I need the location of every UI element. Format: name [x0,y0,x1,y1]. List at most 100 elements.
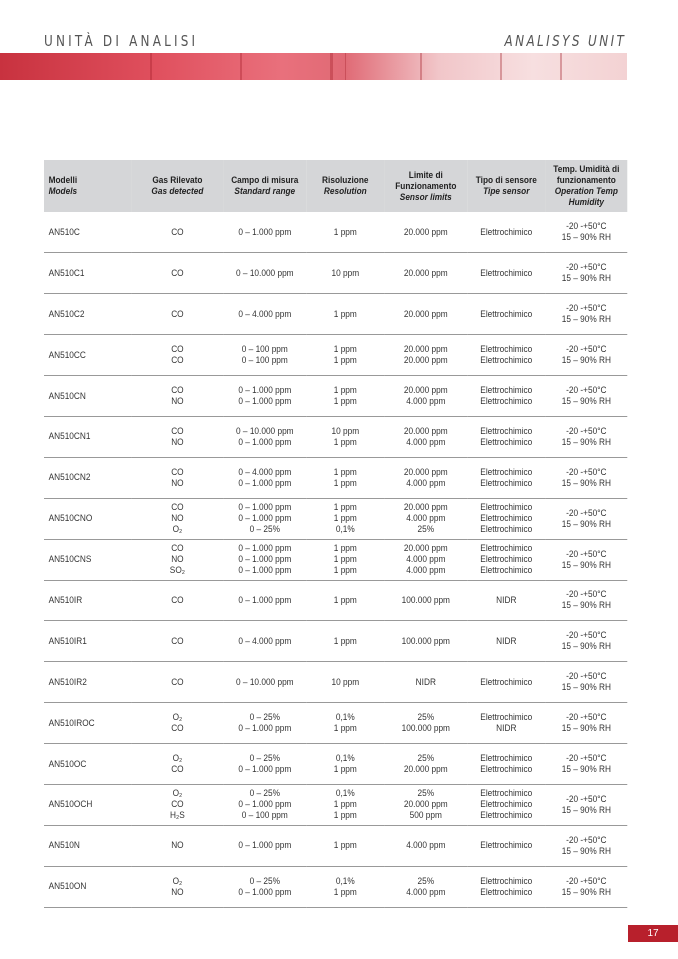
table-row: AN510CN2 CO NO 0 – 4.000 ppm 0 – 1.000 ppm 1 … [44,457,628,499]
model-cell: AN510IR2 [44,661,132,704]
limit-cell: NIDR [384,661,468,704]
limit-value: 4.000 ppm [406,565,446,576]
range-value: 0 – 10.000 ppm [236,425,294,436]
res-value: 1 ppm [333,554,357,565]
table-row: AN510IR2 CO 0 – 10.000 ppm 10 ppm NIDR Elettr… [44,661,628,704]
res-cell: 0,1% 1 ppm 1 ppm [306,784,385,826]
range-cell: 0 – 10.000 ppm 0 – 1.000 ppm [223,416,307,458]
res-value: 1 ppm [333,723,357,734]
res-cell: 1 ppm 1 ppm 0,1% [306,498,385,540]
gas-cell: CO [131,580,224,622]
gas-cell: CO NO SO₂ [131,539,224,581]
range-cell: 0 – 1.000 ppm [223,825,307,867]
gas-cell: CO NO O₂ [131,498,224,540]
model-cell: AN510CC [44,334,132,377]
temp-value: 15 – 90% RH [561,600,611,611]
limit-value: 20.000 ppm [403,226,448,237]
table-row: AN510IROC O₂ CO 0 – 25% 0 – 1.000 ppm 0,1% 1 p… [44,702,628,745]
range-value: 0 – 1.000 ppm [238,226,292,237]
temp-value: -20 -+50°C [566,875,607,886]
limit-cell: 25% 20.000 ppm [384,743,468,785]
temp-value: 15 – 90% RH [561,764,611,775]
res-cell: 1 ppm [306,212,385,254]
range-cell: 0 – 4.000 ppm [223,620,307,663]
res-value: 1 ppm [333,344,357,355]
gas-cell: CO [131,620,224,663]
limit-value: 25% [417,524,435,535]
sensor-value: Elettrochimico [480,810,533,821]
sensor-value: Elettrochimico [480,565,533,576]
gas-value: CO [171,425,184,436]
temp-cell: -20 -+50°C 15 – 90% RH [545,293,628,336]
temp-value: -20 -+50°C [566,221,607,232]
temp-value: 15 – 90% RH [561,477,611,488]
column-header: Risoluzione Resolution [306,160,385,212]
gas-value: NO [171,840,184,851]
range-cell: 0 – 1.000 ppm [223,212,307,254]
range-value: 0 – 1.000 ppm [238,799,292,810]
limit-value: 20.000 ppm [403,308,448,319]
limit-cell: 20.000 ppm [384,293,468,336]
res-value: 10 ppm [331,676,360,687]
temp-value: -20 -+50°C [566,548,607,559]
sensor-cell: Elettrochimico Elettrochimico [467,866,546,908]
temp-value: -20 -+50°C [566,712,607,723]
gas-value: O₂ [172,524,183,535]
range-value: 0 – 25% [249,712,280,723]
gas-value: CO [171,466,184,477]
temp-value: 15 – 90% RH [561,273,611,284]
limit-value: 500 ppm [409,810,442,821]
gas-value: CO [171,226,184,237]
sensor-value: Elettrochimico [480,436,533,447]
column-header-it: Limite di Funzionamento [395,169,457,191]
res-cell: 1 ppm 1 ppm [306,457,385,499]
column-header-it: Temp. Umidità di funzionamento [553,164,620,185]
temp-cell: -20 -+50°C 15 – 90% RH [545,702,628,745]
column-header-en: Tipe sensor [483,186,530,196]
temp-cell: -20 -+50°C 15 – 90% RH [545,580,628,622]
limit-cell: 20.000 ppm 20.000 ppm [384,334,468,377]
limit-cell: 100.000 ppm [384,620,468,663]
limit-cell: 25% 20.000 ppm 500 ppm [384,784,468,826]
limit-value: 20.000 ppm [403,466,448,477]
range-value: 0 – 1.000 ppm [238,565,292,576]
gas-cell: CO NO [131,457,224,499]
gas-value: NO [171,477,184,488]
limit-value: 4.000 ppm [406,396,446,406]
sensor-value: Elettrochimico [480,477,533,488]
res-value: 1 ppm [333,764,357,775]
gas-value: O₂ [172,753,183,764]
column-header: Gas Rilevato Gas detected [131,160,224,212]
limit-value: 20.000 ppm [403,502,448,513]
temp-value: 15 – 90% RH [561,723,611,734]
model-cell: AN510OC [44,743,132,785]
res-value: 1 ppm [333,308,357,319]
res-value: 10 ppm [331,267,360,278]
column-header-it: Tipo di sensore [475,175,537,185]
table-row: AN510CN1 CO NO 0 – 10.000 ppm 0 – 1.000 ppm 1… [44,416,628,458]
table-row: AN510C CO 0 – 1.000 ppm 1 ppm 20.000 ppm Elet… [44,212,628,254]
gas-value: O₂ [172,712,183,723]
table-row: AN510IR CO 0 – 1.000 ppm 1 ppm 100.000 ppm NI… [44,580,628,622]
limit-value: 100.000 ppm [401,594,450,605]
sensor-value: Elettrochimico [480,840,533,851]
temp-value: 15 – 90% RH [561,682,611,693]
temp-cell: -20 -+50°C 15 – 90% RH [545,539,628,581]
limit-value: 25% [417,875,435,886]
temp-cell: -20 -+50°C 15 – 90% RH [545,743,628,785]
model-cell: AN510N [44,825,132,867]
res-value: 1 ppm [333,886,357,897]
temp-cell: -20 -+50°C 15 – 90% RH [545,334,628,377]
model-cell: AN510CN2 [44,457,132,499]
res-cell: 1 ppm [306,580,385,622]
res-value: 1 ppm [333,635,357,646]
sensor-value: Elettrochimico [480,799,533,810]
range-value: 0 – 1.000 ppm [238,502,292,513]
res-cell: 0,1% 1 ppm [306,702,385,745]
res-cell: 1 ppm [306,293,385,336]
range-value: 0 – 100 ppm [241,810,288,821]
limit-value: 20.000 ppm [403,355,448,366]
res-cell: 10 ppm [306,252,385,295]
temp-value: 15 – 90% RH [561,641,611,652]
limit-cell: 25% 4.000 ppm [384,866,468,908]
